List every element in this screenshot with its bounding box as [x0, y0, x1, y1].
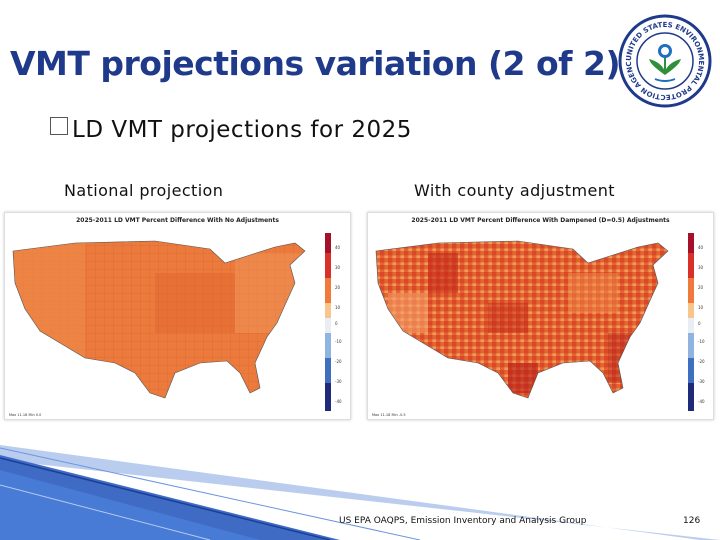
- colorbar-tick: -20: [335, 359, 342, 364]
- colorbar-tick: 40: [698, 245, 704, 250]
- map-chart-title: 2025-2011 LD VMT Percent Difference With…: [411, 217, 670, 224]
- square-bullet-icon: [50, 117, 68, 135]
- map-label-county: With county adjustment: [414, 181, 615, 200]
- map-label-national: National projection: [64, 181, 224, 200]
- map-panel-national: 2025-2011 LD VMT Percent Difference With…: [4, 212, 351, 420]
- map-panel-county: 2025-2011 LD VMT Percent Difference With…: [367, 212, 714, 420]
- colorbar-tick: 0: [698, 321, 701, 326]
- page-number: 126: [683, 516, 701, 526]
- colorbar-tick: -30: [698, 379, 705, 384]
- colorbar-tick: 0: [335, 321, 338, 326]
- slide-title: VMT projections variation (2 of 2): [10, 44, 621, 83]
- colorbar-tick: 30: [335, 265, 341, 270]
- map-footnote: Max 11.18 Min 0.0: [9, 413, 41, 417]
- colorbar-tick: -10: [335, 339, 342, 344]
- bullet-item: LD VMT projections for 2025: [50, 117, 412, 143]
- us-map-county: 40 30 20 10 0 -10 -20 -30 -40 Max 11.18 …: [372, 233, 705, 417]
- us-map-national: 40 30 20 10 0 -10 -20 -30 -40 Max 11.18 …: [9, 233, 342, 417]
- colorbar-tick: -10: [698, 339, 705, 344]
- colorbar-tick: 20: [335, 285, 341, 290]
- epa-seal-icon: UNITED STATES ENVIRONMENTAL PROTECTION A…: [617, 13, 712, 108]
- bullet-text: LD VMT projections for 2025: [72, 117, 412, 143]
- colorbar-tick: 40: [335, 245, 341, 250]
- colorbar-tick: -40: [698, 399, 705, 404]
- colorbar-tick: 10: [698, 305, 704, 310]
- map-chart-title: 2025-2011 LD VMT Percent Difference With…: [76, 217, 279, 224]
- map-footnote: Max 11.18 Min -0.5: [372, 413, 406, 417]
- colorbar-tick: -30: [335, 379, 342, 384]
- colorbar-tick: -40: [335, 399, 342, 404]
- colorbar-tick: -20: [698, 359, 705, 364]
- footer-decoration: [0, 445, 720, 540]
- colorbar-tick: 30: [698, 265, 704, 270]
- footer-text: US EPA OAQPS, Emission Inventory and Ana…: [339, 516, 587, 526]
- colorbar-tick: 20: [698, 285, 704, 290]
- colorbar-tick: 10: [335, 305, 341, 310]
